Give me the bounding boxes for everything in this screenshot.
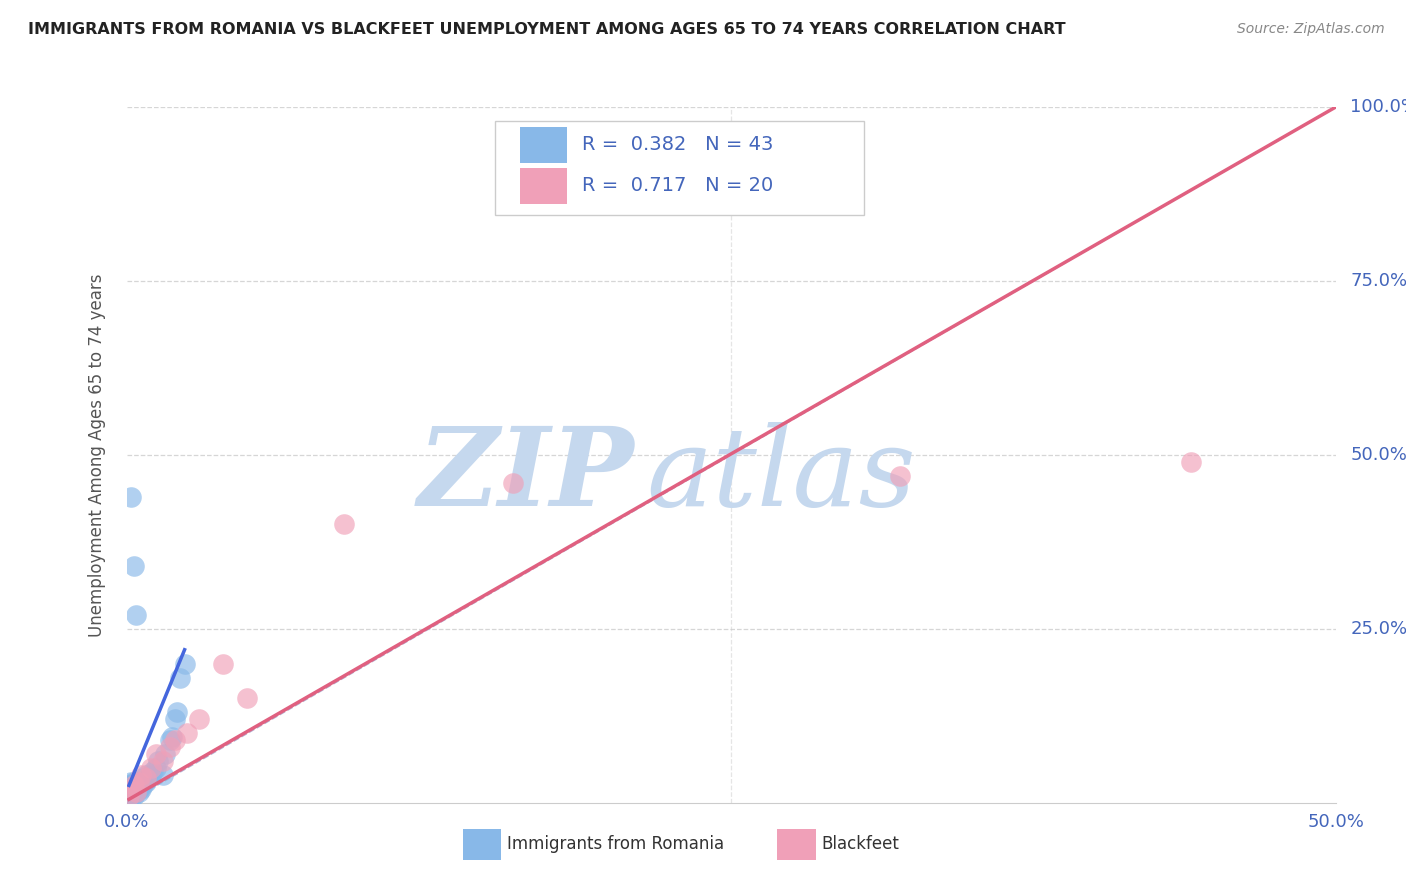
Point bbox=[129, 781, 152, 796]
Point bbox=[135, 768, 157, 782]
Point bbox=[1180, 455, 1202, 469]
Point bbox=[163, 712, 186, 726]
Point bbox=[122, 559, 145, 574]
Text: 75.0%: 75.0% bbox=[1350, 272, 1406, 290]
Point bbox=[139, 761, 162, 775]
Text: ZIP: ZIP bbox=[418, 422, 634, 530]
Text: R =  0.382   N = 43: R = 0.382 N = 43 bbox=[582, 135, 773, 154]
Point bbox=[142, 764, 165, 779]
Point bbox=[120, 781, 142, 796]
Point bbox=[120, 490, 142, 504]
Point bbox=[333, 517, 356, 532]
Point bbox=[128, 785, 150, 799]
Point bbox=[118, 778, 141, 792]
Point bbox=[120, 789, 142, 803]
Text: R =  0.717   N = 20: R = 0.717 N = 20 bbox=[582, 176, 773, 195]
Point bbox=[155, 747, 177, 761]
Point bbox=[212, 657, 235, 671]
Point bbox=[129, 775, 152, 789]
Y-axis label: Unemployment Among Ages 65 to 74 years: Unemployment Among Ages 65 to 74 years bbox=[87, 273, 105, 637]
Point bbox=[145, 761, 167, 775]
Point bbox=[152, 768, 174, 782]
Point bbox=[128, 778, 150, 792]
Point bbox=[129, 768, 152, 782]
Point bbox=[125, 785, 148, 799]
Point bbox=[120, 781, 142, 796]
Point bbox=[132, 772, 155, 786]
Point bbox=[152, 754, 174, 768]
Point bbox=[118, 781, 141, 796]
Point bbox=[125, 607, 148, 622]
FancyBboxPatch shape bbox=[520, 168, 567, 203]
Text: 100.0%: 100.0% bbox=[1350, 98, 1406, 116]
Point bbox=[128, 775, 150, 789]
Point bbox=[120, 792, 142, 806]
FancyBboxPatch shape bbox=[778, 830, 815, 860]
Point bbox=[125, 781, 148, 796]
Text: Source: ZipAtlas.com: Source: ZipAtlas.com bbox=[1237, 22, 1385, 37]
Point bbox=[118, 785, 141, 799]
Point bbox=[136, 772, 159, 786]
Point bbox=[122, 785, 145, 799]
Point bbox=[159, 740, 181, 755]
Point bbox=[120, 785, 142, 799]
Point bbox=[122, 789, 145, 803]
Point bbox=[176, 726, 198, 740]
Point bbox=[120, 775, 142, 789]
Point bbox=[125, 775, 148, 789]
FancyBboxPatch shape bbox=[495, 121, 865, 215]
Point bbox=[236, 691, 259, 706]
Point bbox=[889, 468, 911, 483]
Point bbox=[173, 657, 195, 671]
Point bbox=[159, 733, 181, 747]
Point bbox=[118, 792, 141, 806]
Point bbox=[122, 778, 145, 792]
Point bbox=[122, 781, 145, 796]
Point bbox=[163, 733, 186, 747]
Text: Blackfeet: Blackfeet bbox=[821, 835, 900, 853]
Point bbox=[132, 778, 155, 792]
Point bbox=[146, 754, 169, 768]
Point bbox=[145, 747, 167, 761]
Text: 25.0%: 25.0% bbox=[1350, 620, 1406, 638]
Point bbox=[128, 781, 150, 796]
Point bbox=[120, 778, 142, 792]
Point bbox=[135, 775, 157, 789]
Text: Immigrants from Romania: Immigrants from Romania bbox=[508, 835, 724, 853]
Point bbox=[122, 775, 145, 789]
Point bbox=[125, 785, 148, 799]
FancyBboxPatch shape bbox=[463, 830, 502, 860]
Point bbox=[502, 475, 524, 490]
Point bbox=[139, 768, 162, 782]
Point bbox=[166, 706, 188, 720]
Point bbox=[118, 789, 141, 803]
Text: 50.0%: 50.0% bbox=[1350, 446, 1406, 464]
FancyBboxPatch shape bbox=[520, 127, 567, 162]
Text: atlas: atlas bbox=[647, 422, 917, 530]
Point bbox=[188, 712, 211, 726]
Point bbox=[135, 772, 157, 786]
Point bbox=[162, 730, 184, 744]
Point bbox=[118, 789, 141, 803]
Point bbox=[169, 671, 191, 685]
Text: IMMIGRANTS FROM ROMANIA VS BLACKFEET UNEMPLOYMENT AMONG AGES 65 TO 74 YEARS CORR: IMMIGRANTS FROM ROMANIA VS BLACKFEET UNE… bbox=[28, 22, 1066, 37]
